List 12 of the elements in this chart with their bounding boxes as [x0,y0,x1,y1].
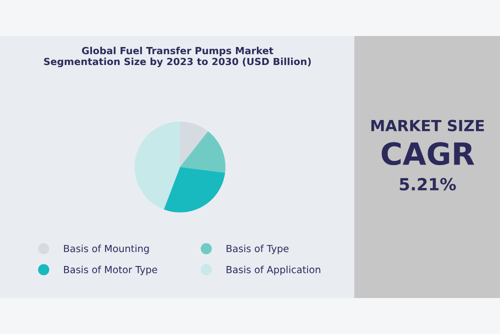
pie-slice [164,167,226,212]
pie-slice [180,131,226,173]
pie-slice [180,122,208,167]
text: 5.21% [400,178,456,191]
pie-slice [134,122,180,210]
legend-label: Basis of Mounting [64,244,149,254]
legend-label: Basis of Type [226,244,289,254]
text: CAGR [382,142,474,166]
legend-label: Basis of Application [226,266,320,276]
legend-label: Basis of Motor Type [64,266,158,276]
chart-title: Global Fuel Transfer Pumps Market Segmentation Size by 2023 to 2030 (USD Billion) [44,46,311,68]
text: MARKET SIZE [371,120,484,132]
